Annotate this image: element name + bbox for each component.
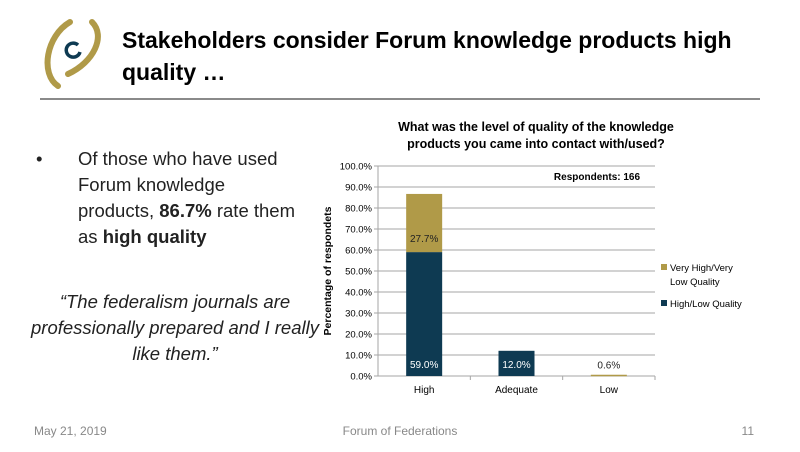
x-tick-label: High	[414, 385, 435, 396]
y-tick-label: 70.0%	[345, 225, 372, 236]
bullet-percentage: 86.7%	[159, 200, 212, 221]
bullet-text: Of those who have used Forum knowledge p…	[78, 148, 278, 221]
data-label: 12.0%	[502, 360, 530, 371]
bar-segment	[498, 350, 535, 376]
footer-date: May 21, 2019	[34, 424, 107, 438]
data-label: 59.0%	[410, 360, 438, 371]
y-tick-label: 40.0%	[345, 288, 372, 299]
y-tick-label: 90.0%	[345, 183, 372, 194]
forum-logo	[44, 19, 101, 89]
bar-segment	[590, 374, 627, 377]
testimonial-quote: “The federalism journals are professiona…	[31, 291, 319, 364]
y-tick-label: 50.0%	[345, 267, 372, 278]
y-axis-label: Percentage of respondets	[322, 206, 334, 335]
title-divider	[40, 98, 760, 100]
bar-segment	[406, 252, 443, 376]
legend-label: Very High/Very	[670, 263, 733, 274]
y-tick-label: 60.0%	[345, 246, 372, 257]
x-tick-label: Low	[600, 385, 619, 396]
slide-title: Stakeholders consider Forum knowledge pr…	[122, 27, 732, 85]
bullet-point: • Of those who have used Forum knowledge…	[36, 146, 306, 250]
x-tick-label: Adequate	[495, 385, 538, 396]
y-tick-label: 100.0%	[340, 162, 373, 173]
data-label: 0.6%	[597, 361, 620, 372]
bullet-marker: •	[36, 148, 43, 169]
chart-title-line: products you came into contact with/used…	[407, 137, 665, 151]
legend-swatch	[661, 300, 667, 306]
y-tick-label: 80.0%	[345, 204, 372, 215]
bullet-text: rate them as	[78, 200, 296, 247]
footer-organization: Forum of Federations	[342, 424, 458, 438]
bar-segment	[406, 193, 443, 253]
data-label: 27.7%	[410, 234, 438, 245]
y-tick-label: 10.0%	[345, 351, 372, 362]
respondents-annotation: Respondents: 166	[554, 172, 641, 183]
legend-swatch	[661, 264, 667, 270]
chart-title-line: What was the level of quality of the kno…	[398, 120, 674, 134]
bullet-emphasis: high quality	[102, 226, 207, 247]
y-tick-label: 20.0%	[345, 330, 372, 341]
y-tick-label: 30.0%	[345, 309, 372, 320]
y-tick-label: 0.0%	[350, 372, 372, 383]
page-number: 11	[741, 424, 754, 438]
legend-label: Low Quality	[670, 277, 720, 288]
legend-label: High/Low Quality	[670, 299, 742, 310]
